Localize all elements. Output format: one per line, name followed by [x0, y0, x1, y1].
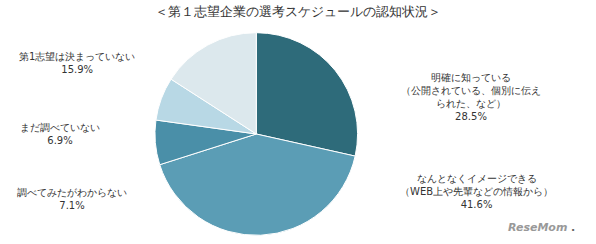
svg-text:なんとなくイメージできる（WEB上や先輩などの情報から）41: なんとなくイメージできる（WEB上や先輩などの情報から）41.6%	[400, 173, 553, 210]
svg-text:まだ調べていない6.9%: まだ調べていない6.9%	[20, 122, 100, 146]
svg-text:明確に知っている（公開されている、個別に伝えられた、など）2: 明確に知っている（公開されている、個別に伝えられた、など）28.5%	[401, 72, 541, 122]
svg-text:第1志望は決まっていない15.9%: 第1志望は決まっていない15.9%	[19, 51, 135, 75]
svg-text:.: .	[571, 221, 575, 234]
svg-text:調べてみたがわからない7.1%: 調べてみたがわからない7.1%	[17, 187, 127, 211]
svg-text:＜第１志望企業の選考スケジュールの認知状況＞: ＜第１志望企業の選考スケジュールの認知状況＞	[155, 4, 441, 19]
svg-text:ReseMom: ReseMom	[508, 221, 567, 234]
